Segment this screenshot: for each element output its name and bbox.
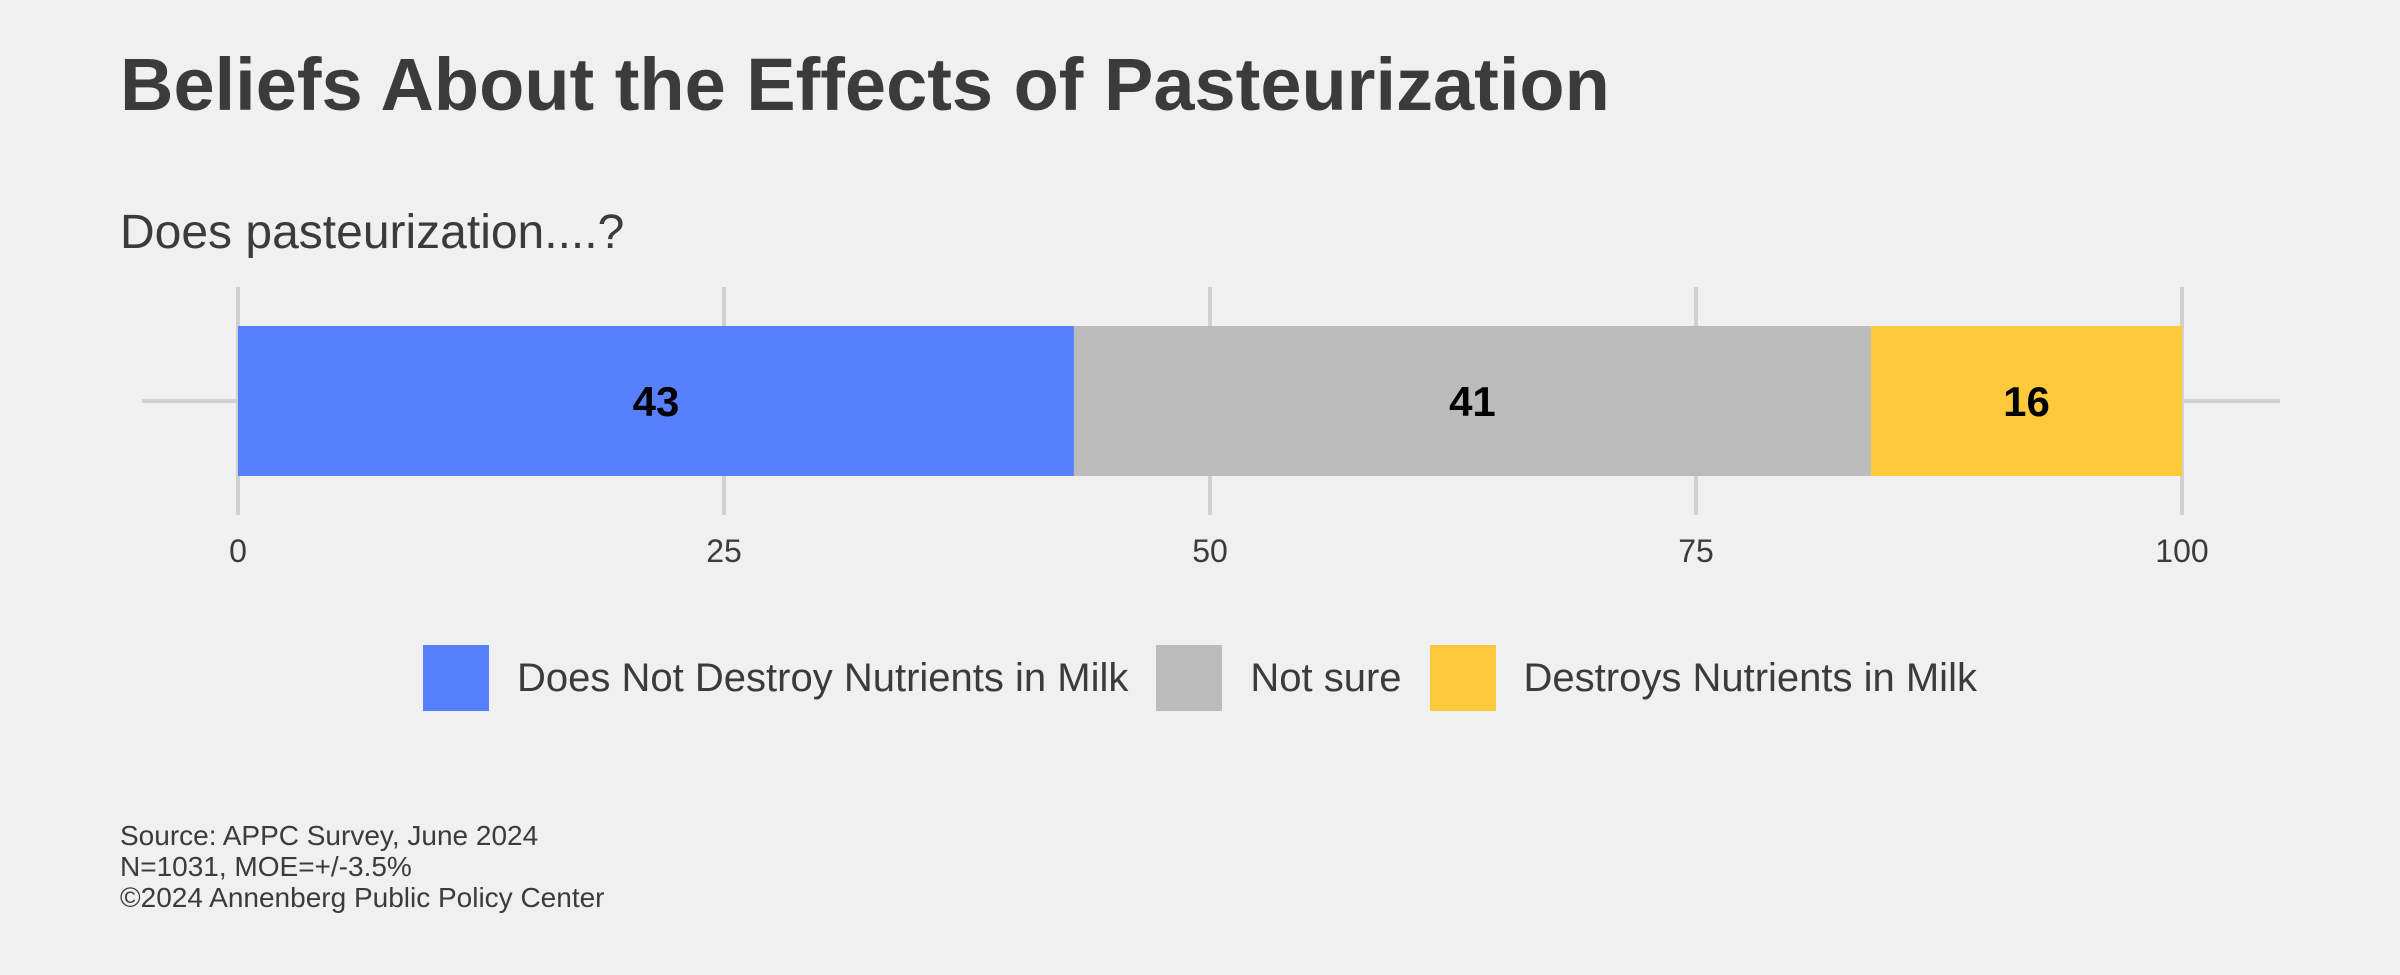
sample-note: N=1031, MOE=+/-3.5% [120, 851, 412, 882]
source-note: Source: APPC Survey, June 2024 [120, 820, 539, 851]
x-tick-label: 0 [229, 533, 247, 569]
legend-item-2: Destroys Nutrients in Milk [1429, 645, 1977, 711]
x-tick-label: 75 [1678, 533, 1714, 569]
legend-swatch [1156, 645, 1223, 711]
data-label: 41 [1449, 378, 1496, 425]
legend-swatch [423, 645, 490, 711]
legend-swatch [1429, 645, 1496, 711]
bar-segments [238, 326, 2182, 476]
footer: Source: APPC Survey, June 2024 N=1031, M… [120, 820, 605, 913]
bar-segment-0 [238, 326, 1074, 476]
data-label: 43 [633, 378, 680, 425]
data-label: 16 [2003, 378, 2050, 425]
legend-label: Does Not Destroy Nutrients in Milk [517, 655, 1129, 700]
bar-segment-1 [1073, 326, 1871, 476]
legend-item-1: Not sure [1156, 645, 1402, 711]
bar-segment-2 [1870, 326, 2182, 476]
chart-title: Beliefs About the Effects of Pasteurizat… [120, 43, 1610, 126]
legend-label: Not sure [1250, 655, 1402, 700]
stacked-bar-chart: 43 41 16 0 25 50 75 100 [142, 287, 2280, 569]
x-tick-label: 100 [2155, 533, 2208, 569]
data-labels: 43 41 16 [633, 378, 2050, 425]
legend-label: Destroys Nutrients in Milk [1523, 655, 1977, 700]
legend: Does Not Destroy Nutrients in Milk Not su… [0, 645, 2400, 711]
x-tick-label: 25 [706, 533, 742, 569]
x-axis-ticks: 0 25 50 75 100 [229, 533, 2209, 569]
x-tick-label: 50 [1192, 533, 1228, 569]
legend-item-0: Does Not Destroy Nutrients in Milk [423, 645, 1128, 711]
copyright-note: ©2024 Annenberg Public Policy Center [120, 882, 605, 913]
chart-subtitle: Does pasteurization....? [120, 206, 625, 259]
